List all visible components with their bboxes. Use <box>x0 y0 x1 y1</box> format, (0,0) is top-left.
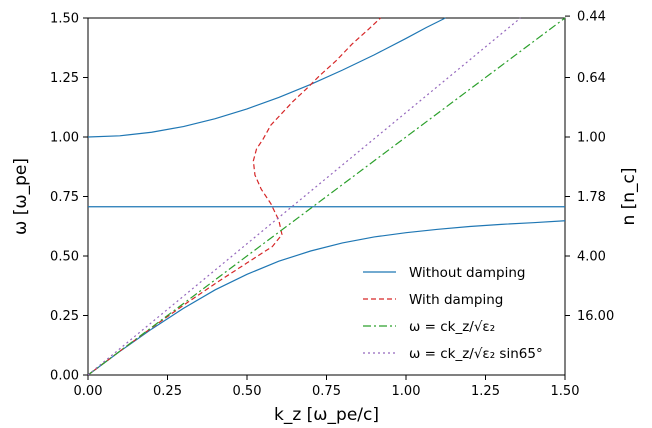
y-tick-label: 0.50 <box>50 250 79 265</box>
y-tick-label: 1.00 <box>50 131 79 146</box>
y-tick-label: 0.25 <box>50 309 79 324</box>
legend-label: Without damping <box>409 265 526 281</box>
legend-label: ω = ck_z/√ε₂ <box>409 319 495 335</box>
series-line-3 <box>87 17 381 376</box>
ticks-layer: 0.00 0.25 0.50 0.75 1.00 1.25 1.50 0.00 0.25 0.50… <box>50 10 614 399</box>
right-tick-label: 0.64 <box>577 71 606 86</box>
legend-label: With damping <box>409 292 503 308</box>
legend-label: ω = ck_z/√ε₂ sin65° <box>409 346 543 362</box>
right-tick-label: 16.00 <box>577 309 614 324</box>
series-line-0 <box>87 17 446 138</box>
series-line-5 <box>87 17 521 376</box>
right-tick-label: 4.00 <box>577 250 606 265</box>
y-tick-label: 1.50 <box>50 12 79 27</box>
x-tick-label: 0.25 <box>153 384 182 399</box>
legend: Without damping With damping ω = ck_z/√ε₂ ω… <box>363 265 543 362</box>
y-axis-label: ω [ω_pe] <box>11 158 31 235</box>
y-tick-label: 0.00 <box>50 369 79 384</box>
series-layer <box>87 17 566 376</box>
y-tick-label: 1.25 <box>50 71 79 86</box>
x-tick-label: 1.50 <box>551 384 580 399</box>
right-tick-label: 1.00 <box>577 131 606 146</box>
x-tick-label: 1.25 <box>471 384 500 399</box>
right-tick-label: 0.44 <box>577 10 606 25</box>
x-axis-label: k_z [ω_pe/c] <box>274 405 379 425</box>
right-axis-label: n [n_c] <box>619 167 639 225</box>
x-tick-label: 0.00 <box>74 384 103 399</box>
x-tick-label: 1.00 <box>392 384 421 399</box>
y-tick-label: 0.75 <box>50 190 79 205</box>
series-line-4 <box>87 17 566 376</box>
x-tick-label: 0.50 <box>233 384 262 399</box>
x-tick-label: 0.75 <box>312 384 341 399</box>
right-tick-label: 1.78 <box>577 190 606 205</box>
series-line-2 <box>87 220 566 376</box>
